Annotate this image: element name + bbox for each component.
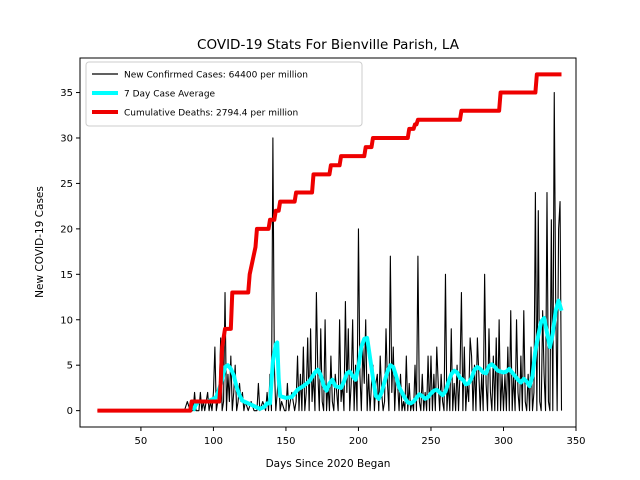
x-tick-label: 250 bbox=[421, 436, 440, 447]
y-tick-label: 35 bbox=[60, 88, 73, 99]
x-tick-label: 200 bbox=[349, 436, 368, 447]
x-tick-label: 100 bbox=[204, 436, 223, 447]
x-tick-label: 150 bbox=[276, 436, 295, 447]
chart-title: COVID-19 Stats For Bienville Parish, LA bbox=[197, 37, 460, 53]
y-axis: 0 5 10 15 20 25 30 35 bbox=[60, 88, 80, 417]
x-tick-label: 300 bbox=[494, 436, 513, 447]
legend-box bbox=[85, 61, 363, 127]
y-tick-label: 0 bbox=[67, 406, 73, 417]
x-tick-label: 350 bbox=[566, 436, 585, 447]
y-tick-label: 5 bbox=[67, 361, 73, 372]
legend-label-7day-average: 7 Day Case Average bbox=[124, 90, 216, 100]
plot-frame bbox=[79, 57, 577, 428]
series-layer bbox=[97, 72, 564, 413]
legend: New Confirmed Cases: 64400 per million 7… bbox=[85, 61, 363, 127]
y-tick-label: 30 bbox=[60, 133, 73, 144]
series-new-confirmed-cases bbox=[97, 91, 563, 412]
legend-label-new-cases: New Confirmed Cases: 64400 per million bbox=[124, 71, 308, 81]
x-tick-label: 50 bbox=[135, 436, 148, 447]
y-tick-label: 15 bbox=[60, 270, 73, 281]
series-cumulative-deaths bbox=[97, 72, 562, 413]
x-axis: 50 100 150 200 250 300 350 bbox=[135, 427, 586, 447]
legend-label-cumulative-deaths: Cumulative Deaths: 2794.4 per million bbox=[124, 109, 298, 119]
y-tick-label: 10 bbox=[60, 315, 73, 326]
x-axis-title: Days Since 2020 Began bbox=[266, 458, 391, 470]
y-tick-label: 20 bbox=[60, 224, 73, 235]
y-tick-label: 25 bbox=[60, 179, 73, 190]
series-7-day-average bbox=[191, 298, 564, 412]
y-axis-title: New COVID-19 Cases bbox=[34, 186, 46, 298]
